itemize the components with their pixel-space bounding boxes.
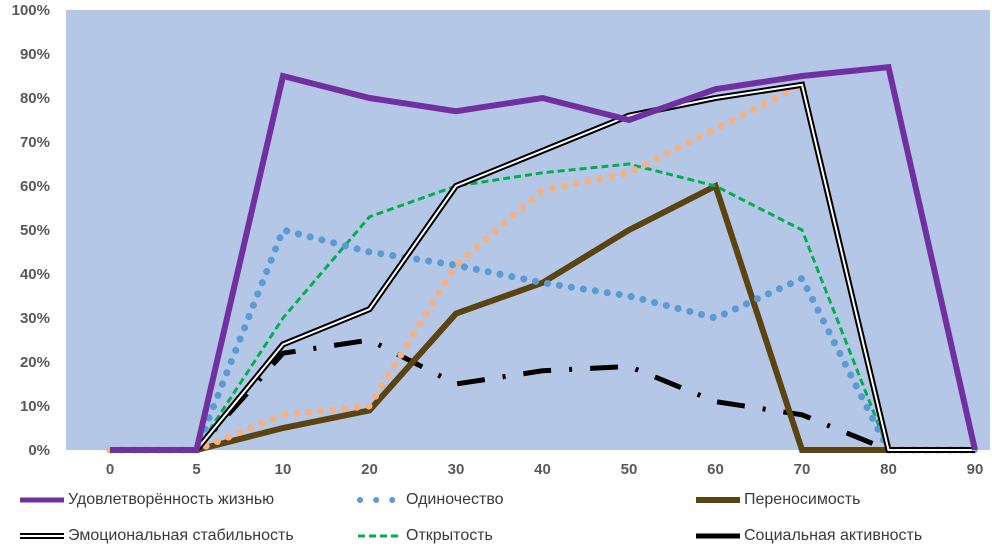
x-tick-label: 80 xyxy=(880,461,897,474)
x-tick-label: 5 xyxy=(192,461,200,474)
y-tick-label: 0% xyxy=(28,442,50,459)
y-tick-label: 40% xyxy=(20,266,50,283)
y-tick-label: 60% xyxy=(20,178,50,195)
series-line-0 xyxy=(110,63,978,453)
y-tick-label: 80% xyxy=(20,90,50,107)
y-tick-label: 10% xyxy=(20,398,50,415)
legend-item-3: Переносимость xyxy=(694,488,860,512)
legend-label: Социальная активность xyxy=(744,527,923,544)
legend-item-6: Социальная активность xyxy=(694,524,922,548)
legend-label: Удовлетворённость жизнью xyxy=(68,491,275,508)
legend-item-2: Одиночество xyxy=(356,488,504,512)
legend-swatch-black xyxy=(696,533,740,539)
legend-label: Переносимость xyxy=(744,491,861,508)
legend-swatch-brown xyxy=(696,497,740,503)
series-line-4 xyxy=(110,162,975,452)
legend-item-5: Открытость xyxy=(356,524,493,548)
legend-label: Эмоциональная стабильность xyxy=(68,527,294,544)
legend-label: Открытость xyxy=(406,527,493,544)
legend-swatch-purple xyxy=(20,497,64,503)
x-tick-label: 30 xyxy=(448,461,465,474)
x-tick-label: 50 xyxy=(621,461,638,474)
x-tick-label: 0 xyxy=(106,461,114,474)
y-tick-label: 100% xyxy=(12,2,50,19)
plot-area xyxy=(66,10,990,450)
y-tick-label: 20% xyxy=(20,354,50,371)
legend-item-4: Эмоциональная стабильность xyxy=(18,524,294,548)
x-tick-label: 20 xyxy=(361,461,378,474)
legend: Удовлетворённость жизнью Одиночество Пер… xyxy=(0,474,992,548)
legend-swatch-blue-dots xyxy=(357,497,403,503)
y-axis: 0% 10% 20% 30% 40% 50% 60% 70% 80% 90% 100% xyxy=(12,2,50,459)
line-chart: 0% 10% 20% 30% 40% 50% 60% 70% 80% 90% 100% 0 5 10 20… xyxy=(12,2,990,474)
legend-swatch-green-dash xyxy=(358,534,402,538)
series-line-6 xyxy=(106,81,979,454)
y-tick-label: 70% xyxy=(20,134,50,151)
x-tick-label: 70 xyxy=(794,461,811,474)
y-tick-label: 90% xyxy=(20,46,50,63)
y-tick-label: 50% xyxy=(20,222,50,239)
x-axis: 0 5 10 20 30 40 50 60 70 80 90 xyxy=(106,461,984,474)
legend-swatch-double-line xyxy=(20,533,64,539)
x-tick-label: 90 xyxy=(967,461,984,474)
y-tick-label: 30% xyxy=(20,310,50,327)
legend-item-1: Удовлетворённость жизнью xyxy=(18,488,274,512)
legend-label: Одиночество xyxy=(406,491,504,508)
x-tick-label: 10 xyxy=(275,461,292,474)
series-line-1 xyxy=(106,226,979,454)
x-tick-label: 40 xyxy=(534,461,551,474)
series-layer xyxy=(106,63,979,454)
x-tick-label: 60 xyxy=(707,461,724,474)
